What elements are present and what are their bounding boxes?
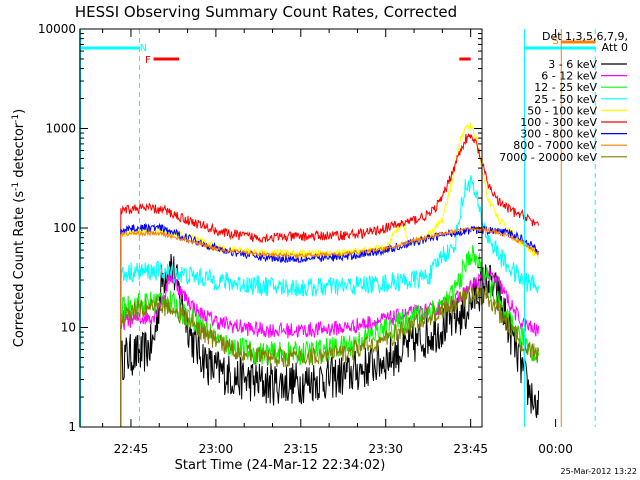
- y-tick-label-3: 1000: [45, 122, 76, 136]
- legend-header-detectors: Det 1,3,5,6,7,9,: [542, 30, 628, 43]
- legend-header-attenuator: Att 0: [602, 41, 628, 54]
- series-line-8: [120, 285, 540, 427]
- marker-label-f: F: [145, 55, 151, 66]
- footer-date: 25-Mar-2012 13:22: [561, 467, 638, 476]
- series-line-7: [120, 225, 540, 427]
- legend-label-5: 100 - 300 keV: [520, 116, 597, 129]
- x-tick-label-0: 22:45: [114, 442, 149, 456]
- legend-label-2: 12 - 25 keV: [534, 81, 597, 94]
- y-tick-label-4: 10000: [38, 22, 76, 36]
- series-line-0: [120, 253, 540, 427]
- marker-label-s: S: [552, 36, 558, 47]
- legend-label-1: 6 - 12 keV: [541, 70, 597, 83]
- series-line-5: [120, 133, 540, 427]
- x-tick-label-4: 23:45: [453, 442, 488, 456]
- series-layer: [120, 122, 540, 427]
- x-axis-label: Start Time (24-Mar-12 22:34:02): [175, 458, 386, 473]
- x-tick-label-3: 23:30: [368, 442, 403, 456]
- chart-title: HESSI Observing Summary Count Rates, Cor…: [75, 3, 457, 21]
- marker-label-n: N: [140, 43, 147, 54]
- axis-layer: 22:45 23:00 23:15 23:30 23:45 00:00 1 10 100 1000…: [38, 22, 573, 456]
- legend-label-4: 50 - 100 keV: [527, 104, 597, 117]
- x-tick-label-1: 23:00: [199, 442, 234, 456]
- y-tick-label-0: 1: [68, 420, 76, 434]
- y-axis-label: Corrected Count Rate (s-1 detector-1): [11, 109, 27, 347]
- legend-label-6: 300 - 800 keV: [520, 128, 597, 141]
- x-tick-label-5: 00:00: [538, 442, 573, 456]
- legend-label-0: 3 - 6 keV: [548, 58, 597, 71]
- x-tick-label-2: 23:15: [284, 442, 319, 456]
- legend-label-7: 800 - 7000 keV: [513, 139, 597, 152]
- y-tick-label-1: 10: [61, 321, 76, 335]
- y-tick-label-2: 100: [53, 221, 76, 235]
- series-line-3: [120, 175, 540, 427]
- legend-label-3: 25 - 50 keV: [534, 93, 597, 106]
- legend-label-8: 7000 - 20000 keV: [499, 151, 597, 164]
- series-line-2: [120, 245, 540, 427]
